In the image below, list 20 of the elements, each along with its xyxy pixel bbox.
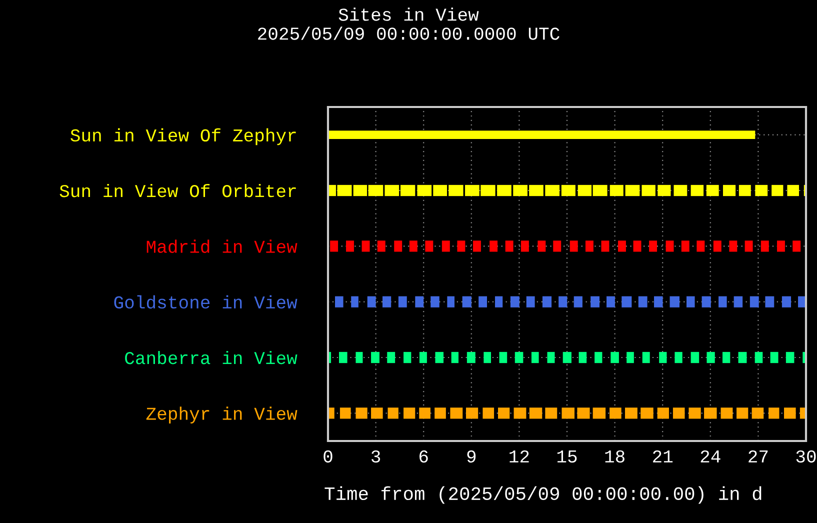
x-tick-label: 18	[605, 450, 624, 463]
x-tick-label: 0	[324, 450, 332, 463]
x-tick-label: 9	[467, 450, 476, 463]
y-tick-label: Goldstone in View	[114, 295, 298, 309]
x-tick-label: 24	[700, 450, 720, 462]
x-tick-label: 6	[420, 450, 428, 463]
x-tick-label: 30	[796, 450, 816, 463]
x-tick-label: 27	[748, 450, 768, 462]
x-tick-label: 21	[653, 450, 673, 462]
y-tick-label: Madrid in View	[146, 240, 298, 253]
x-tick-label: 3	[372, 450, 380, 463]
x-axis-title: Time from (2025/05/09 00:00:00.00) in d	[324, 486, 762, 504]
chart-title: Sites in View	[338, 8, 479, 21]
x-tick-label: 15	[557, 450, 577, 463]
y-tick-label: Zephyr in View	[146, 406, 298, 424]
y-tick-label: Sun in View Of Orbiter	[60, 184, 296, 198]
y-tick-label: Canberra in View	[125, 350, 298, 364]
x-tick-label: 12	[510, 450, 529, 462]
chart-subtitle: 2025/05/09 00:00:00.0000 UTC	[258, 26, 560, 40]
y-tick-label: Sun in View Of Zephyr	[70, 128, 296, 146]
